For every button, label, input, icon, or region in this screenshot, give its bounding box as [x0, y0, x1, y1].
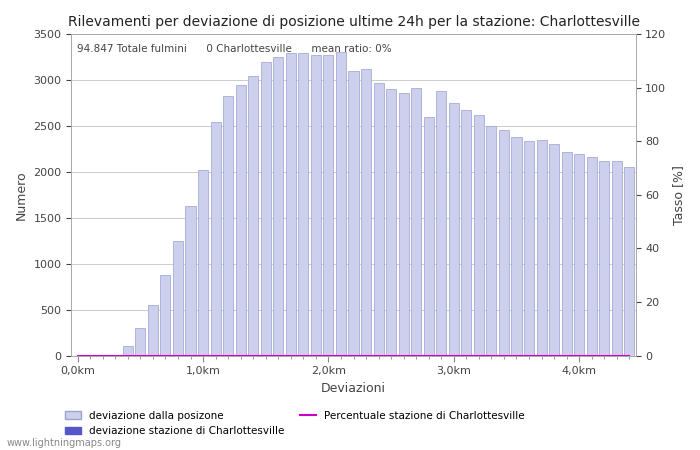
Bar: [587, 158, 596, 356]
Bar: [361, 69, 371, 356]
Y-axis label: Tasso [%]: Tasso [%]: [672, 165, 685, 225]
Bar: [512, 137, 522, 356]
Bar: [599, 161, 609, 356]
Bar: [211, 122, 220, 356]
Bar: [398, 93, 409, 356]
Bar: [248, 76, 258, 356]
Title: Rilevamenti per deviazione di posizione ultime 24h per la stazione: Charlottesvi: Rilevamenti per deviazione di posizione …: [67, 15, 640, 29]
Bar: [386, 90, 396, 356]
Bar: [198, 170, 208, 356]
Bar: [260, 62, 271, 356]
Text: 94.847 Totale fulmini      0 Charlottesville      mean ratio: 0%: 94.847 Totale fulmini 0 Charlottesville …: [77, 44, 392, 54]
Bar: [411, 88, 421, 356]
Bar: [499, 130, 509, 356]
Bar: [424, 117, 434, 356]
Bar: [311, 54, 321, 356]
Bar: [135, 328, 146, 356]
Bar: [449, 103, 458, 356]
Bar: [536, 140, 547, 356]
Bar: [223, 96, 233, 356]
Legend: deviazione dalla posizone, deviazione stazione di Charlottesville, Percentuale s: deviazione dalla posizone, deviazione st…: [61, 407, 529, 440]
Bar: [612, 161, 622, 356]
Bar: [524, 141, 534, 356]
Bar: [461, 110, 471, 356]
Bar: [474, 115, 484, 356]
Text: www.lightningmaps.org: www.lightningmaps.org: [7, 438, 122, 448]
Bar: [336, 52, 346, 356]
Bar: [286, 53, 296, 356]
Bar: [148, 305, 158, 356]
Bar: [561, 152, 572, 356]
Bar: [236, 85, 246, 356]
Bar: [298, 53, 309, 356]
Bar: [323, 54, 333, 356]
Bar: [374, 83, 384, 356]
Y-axis label: Numero: Numero: [15, 170, 28, 220]
Bar: [173, 241, 183, 356]
Bar: [574, 153, 584, 356]
Bar: [122, 346, 133, 356]
Bar: [349, 71, 358, 356]
Bar: [186, 207, 195, 356]
X-axis label: Deviazioni: Deviazioni: [321, 382, 386, 395]
Bar: [549, 144, 559, 356]
Bar: [486, 126, 496, 356]
Bar: [624, 167, 634, 356]
Bar: [273, 57, 284, 356]
Bar: [160, 275, 171, 356]
Bar: [436, 91, 447, 356]
